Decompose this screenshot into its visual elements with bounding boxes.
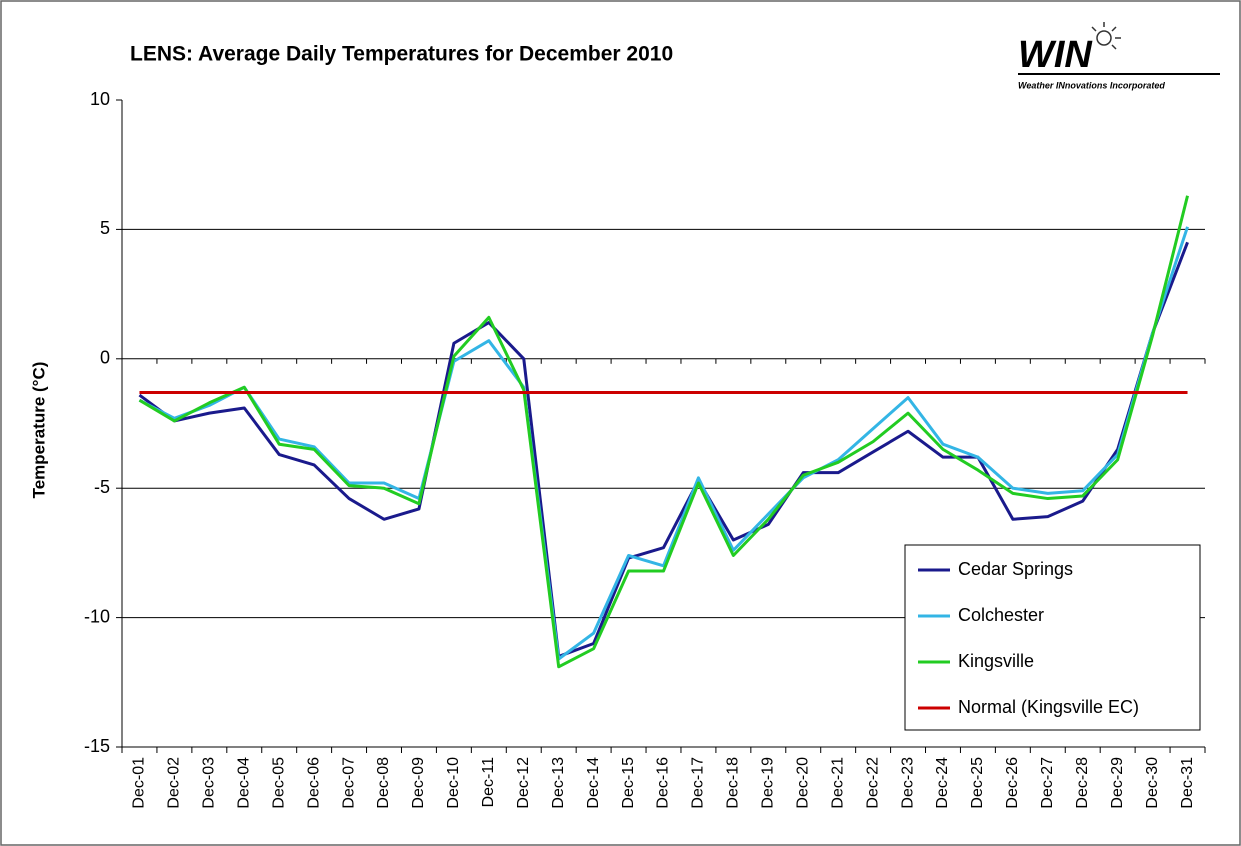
x-tick-label: Dec-24 xyxy=(934,757,951,809)
legend-label: Colchester xyxy=(958,605,1044,625)
x-tick-label: Dec-26 xyxy=(1004,757,1021,809)
x-tick-label: Dec-13 xyxy=(550,757,567,809)
y-tick-label: 0 xyxy=(100,348,110,368)
x-tick-label: Dec-30 xyxy=(1144,757,1161,809)
x-tick-label: Dec-01 xyxy=(131,757,148,809)
x-tick-label: Dec-16 xyxy=(655,757,672,809)
x-tick-label: Dec-28 xyxy=(1074,757,1091,809)
x-tick-label: Dec-25 xyxy=(969,757,986,809)
logo-name: WIN xyxy=(1018,34,1093,76)
x-tick-label: Dec-29 xyxy=(1109,757,1126,809)
x-tick-label: Dec-08 xyxy=(375,757,392,809)
x-tick-label: Dec-07 xyxy=(340,757,357,809)
y-tick-label: -10 xyxy=(84,606,110,626)
x-tick-label: Dec-21 xyxy=(829,757,846,809)
legend-label: Normal (Kingsville EC) xyxy=(958,697,1139,717)
x-tick-label: Dec-27 xyxy=(1039,757,1056,809)
x-tick-label: Dec-12 xyxy=(515,757,532,809)
x-tick-label: Dec-19 xyxy=(760,757,777,809)
y-tick-label: -15 xyxy=(84,736,110,756)
x-tick-label: Dec-06 xyxy=(305,757,322,809)
x-tick-label: Dec-09 xyxy=(410,757,427,809)
y-axis-label: Temperature (°C) xyxy=(29,362,48,499)
chart-title: LENS: Average Daily Temperatures for Dec… xyxy=(130,43,673,66)
x-tick-label: Dec-31 xyxy=(1179,757,1196,809)
x-tick-label: Dec-22 xyxy=(864,757,881,809)
legend-label: Cedar Springs xyxy=(958,559,1073,579)
x-tick-label: Dec-05 xyxy=(270,757,287,809)
x-tick-label: Dec-14 xyxy=(585,757,602,809)
x-tick-label: Dec-02 xyxy=(166,757,183,809)
series-line xyxy=(138,241,1189,658)
x-tick-label: Dec-04 xyxy=(235,757,252,809)
x-tick-label: Dec-23 xyxy=(899,757,916,809)
series-line xyxy=(138,226,1189,661)
x-tick-label: Dec-10 xyxy=(445,757,462,809)
x-tick-label: Dec-03 xyxy=(201,757,218,809)
legend-box xyxy=(904,544,1201,731)
series-line xyxy=(138,195,1189,669)
x-tick-label: Dec-18 xyxy=(725,757,742,809)
y-tick-label: 10 xyxy=(90,89,110,109)
x-tick-label: Dec-15 xyxy=(620,757,637,809)
y-tick-label: 5 xyxy=(100,218,110,238)
legend-label: Kingsville xyxy=(958,651,1034,671)
logo-subtitle: Weather INnovations Incorporated xyxy=(1018,80,1165,90)
y-tick-label: -5 xyxy=(94,477,110,497)
logo-sun xyxy=(1091,22,1121,50)
x-tick-label: Dec-17 xyxy=(690,757,707,809)
x-tick-label: Dec-11 xyxy=(480,757,497,807)
x-tick-label: Dec-20 xyxy=(794,757,811,809)
